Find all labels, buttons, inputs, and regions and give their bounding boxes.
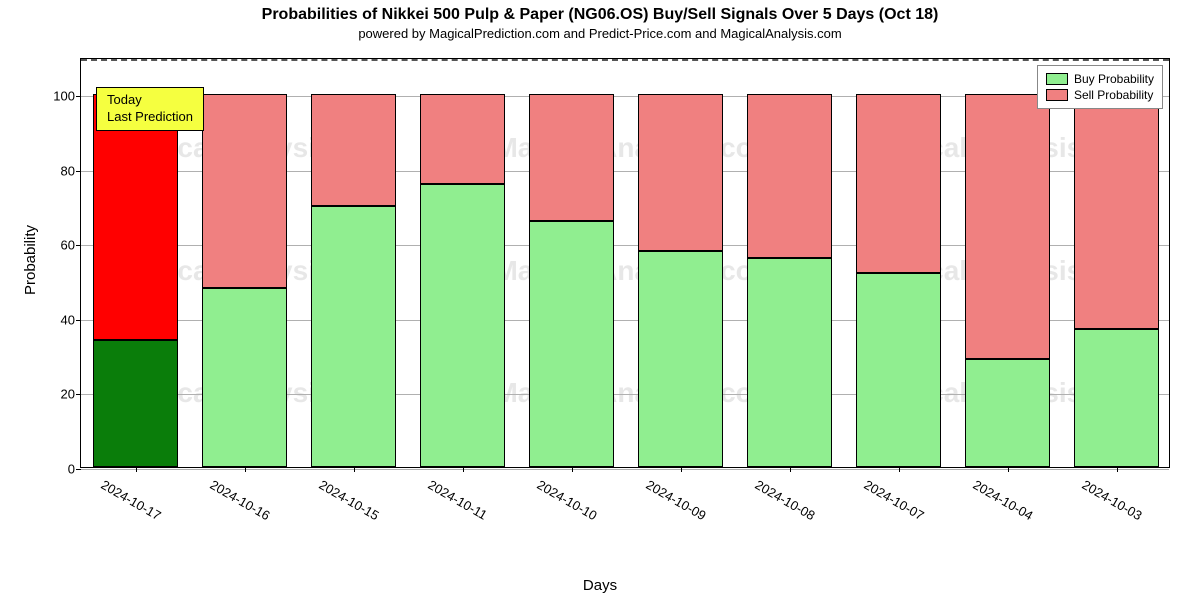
y-tick-label: 40 (61, 312, 75, 327)
y-tick-label: 20 (61, 387, 75, 402)
y-tick-label: 100 (53, 89, 75, 104)
x-tick-label: 2024-10-15 (316, 477, 381, 523)
y-tick-mark (76, 320, 81, 321)
y-tick-mark (76, 171, 81, 172)
x-tick-label: 2024-10-10 (534, 477, 599, 523)
x-tick-mark (354, 467, 355, 472)
x-tick-mark (463, 467, 464, 472)
x-tick-label: 2024-10-08 (752, 477, 817, 523)
bar-buy (747, 258, 832, 467)
bar-group (202, 57, 287, 467)
bar-sell (202, 94, 287, 288)
y-tick-mark (76, 394, 81, 395)
bar-buy (93, 340, 178, 467)
bar-buy (965, 359, 1050, 467)
bar-group (529, 57, 614, 467)
x-tick-label: 2024-10-09 (643, 477, 708, 523)
bar-buy (529, 221, 614, 467)
x-tick-label: 2024-10-07 (861, 477, 926, 523)
chart-title: Probabilities of Nikkei 500 Pulp & Paper… (0, 0, 1200, 24)
y-axis-label: Probability (22, 225, 39, 295)
legend: Buy Probability Sell Probability (1037, 65, 1163, 109)
bar-sell (747, 94, 832, 258)
bar-buy (420, 184, 505, 467)
x-tick-label: 2024-10-16 (207, 477, 272, 523)
x-tick-mark (899, 467, 900, 472)
bar-group (638, 57, 723, 467)
chart-container: Probabilities of Nikkei 500 Pulp & Paper… (0, 0, 1200, 600)
bar-buy (311, 206, 396, 467)
bar-group (420, 57, 505, 467)
today-line1: Today (107, 92, 193, 109)
today-line2: Last Prediction (107, 109, 193, 126)
y-tick-label: 80 (61, 163, 75, 178)
y-tick-mark (76, 96, 81, 97)
bar-buy (638, 251, 723, 467)
legend-item: Buy Probability (1046, 72, 1154, 86)
x-tick-mark (790, 467, 791, 472)
bar-buy (202, 288, 287, 467)
bar-sell (856, 94, 941, 273)
y-tick-mark (76, 245, 81, 246)
bar-group (965, 57, 1050, 467)
legend-swatch (1046, 89, 1068, 101)
bar-buy (1074, 329, 1159, 467)
y-tick-label: 60 (61, 238, 75, 253)
bar-group (311, 57, 396, 467)
bar-sell (1074, 94, 1159, 329)
x-tick-mark (245, 467, 246, 472)
bar-group (856, 57, 941, 467)
x-tick-label: 2024-10-11 (425, 477, 489, 523)
legend-item: Sell Probability (1046, 88, 1154, 102)
plot-area: MagicalAnalysis.comMagicalAnalysis.comMa… (80, 58, 1170, 468)
y-tick-label: 0 (68, 462, 75, 477)
bar-buy (856, 273, 941, 467)
x-tick-label: 2024-10-04 (970, 477, 1035, 523)
bar-sell (965, 94, 1050, 359)
x-tick-label: 2024-10-17 (98, 477, 163, 523)
x-tick-mark (572, 467, 573, 472)
x-tick-mark (681, 467, 682, 472)
legend-swatch (1046, 73, 1068, 85)
bar-sell (529, 94, 614, 221)
x-tick-mark (1008, 467, 1009, 472)
bar-sell (420, 94, 505, 183)
legend-label: Sell Probability (1074, 88, 1153, 102)
bar-sell (93, 94, 178, 340)
bar-sell (638, 94, 723, 251)
x-tick-label: 2024-10-03 (1079, 477, 1144, 523)
bar-group (747, 57, 832, 467)
x-tick-mark (1117, 467, 1118, 472)
y-tick-mark (76, 469, 81, 470)
bar-sell (311, 94, 396, 206)
x-tick-mark (136, 467, 137, 472)
x-axis-label: Days (583, 577, 617, 594)
today-annotation: TodayLast Prediction (96, 87, 204, 131)
chart-subtitle: powered by MagicalPrediction.com and Pre… (0, 24, 1200, 41)
legend-label: Buy Probability (1074, 72, 1154, 86)
bar-group (1074, 57, 1159, 467)
